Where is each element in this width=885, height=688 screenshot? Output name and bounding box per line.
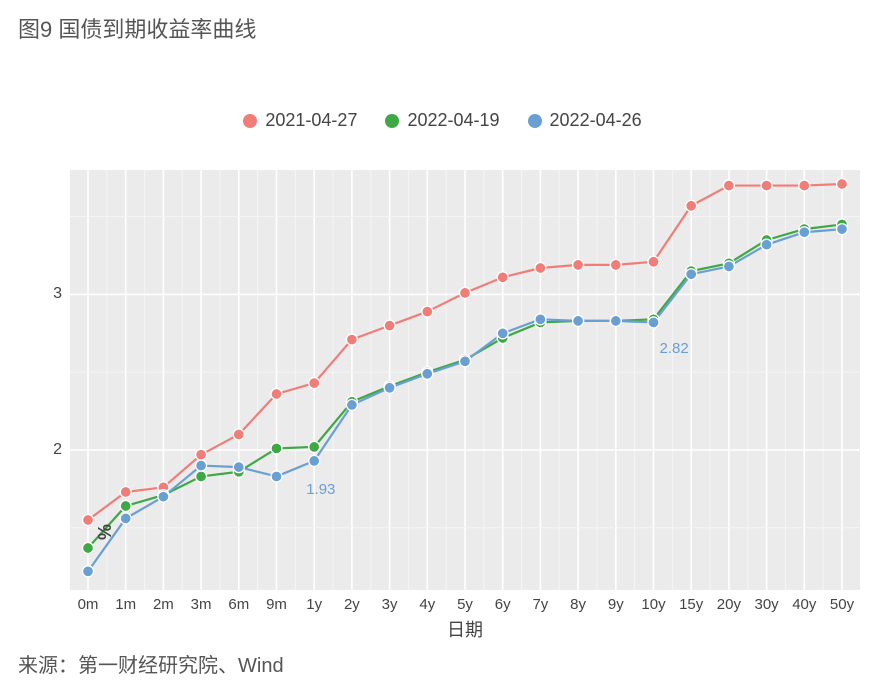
x-tick-label: 9y <box>608 590 624 613</box>
x-tick-label: 1m <box>115 590 136 613</box>
legend: 2021-04-27 2022-04-19 2022-04-26 <box>0 110 885 133</box>
data-annotation: 1.93 <box>306 481 335 498</box>
source-text: 来源：第一财经研究院、Wind <box>18 649 284 678</box>
x-tick-label: 20y <box>717 590 741 613</box>
x-tick-label: 15y <box>679 590 703 613</box>
legend-marker-icon <box>385 114 399 128</box>
x-tick-label: 3m <box>191 590 212 613</box>
legend-item: 2022-04-26 <box>528 110 642 131</box>
x-tick-label: 40y <box>792 590 816 613</box>
data-annotation: 2.82 <box>660 340 689 357</box>
chart-svg <box>70 170 860 590</box>
x-tick-label: 0m <box>78 590 99 613</box>
x-tick-label: 4y <box>419 590 435 613</box>
x-tick-label: 7y <box>532 590 548 613</box>
chart-title: 图9 国债到期收益率曲线 <box>18 12 256 44</box>
legend-marker-icon <box>528 114 542 128</box>
legend-marker-icon <box>243 114 257 128</box>
x-tick-label: 3y <box>382 590 398 613</box>
legend-item: 2022-04-19 <box>385 110 499 131</box>
figure-container: 图9 国债到期收益率曲线 2021-04-27 2022-04-19 2022-04… <box>0 0 885 688</box>
legend-item: 2021-04-27 <box>243 110 357 131</box>
x-tick-label: 10y <box>641 590 665 613</box>
x-tick-label: 2m <box>153 590 174 613</box>
x-tick-label: 6m <box>228 590 249 613</box>
y-tick-label: 2 <box>53 441 70 459</box>
x-tick-label: 30y <box>755 590 779 613</box>
x-tick-label: 6y <box>495 590 511 613</box>
legend-label: 2022-04-19 <box>407 110 499 131</box>
legend-label: 2022-04-26 <box>550 110 642 131</box>
y-axis-label: % <box>95 524 116 540</box>
y-tick-label: 3 <box>53 285 70 303</box>
x-tick-label: 5y <box>457 590 473 613</box>
x-tick-label: 50y <box>830 590 854 613</box>
legend-label: 2021-04-27 <box>265 110 357 131</box>
x-tick-label: 8y <box>570 590 586 613</box>
x-tick-label: 1y <box>306 590 322 613</box>
x-tick-label: 2y <box>344 590 360 613</box>
x-tick-label: 9m <box>266 590 287 613</box>
x-axis-label: 日期 <box>70 616 860 642</box>
chart-plot-area: % 日期 23 0m1m2m3m6m9m1y2y3y4y5y6y7y8y9y10… <box>70 170 860 590</box>
